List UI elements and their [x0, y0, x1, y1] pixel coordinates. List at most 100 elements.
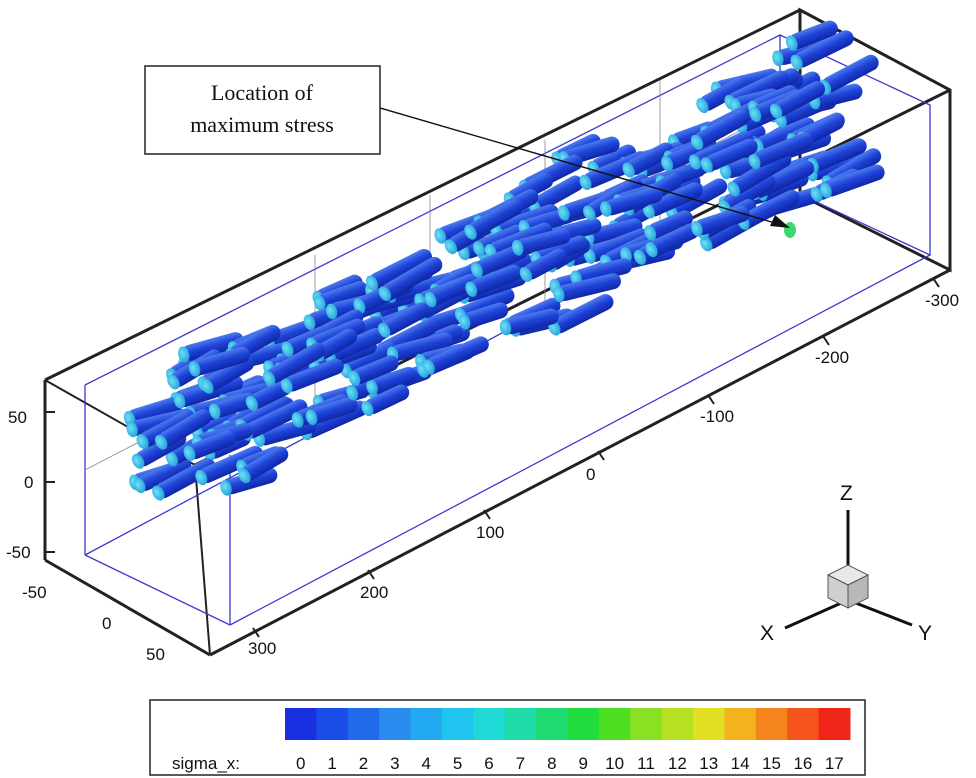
- x-tick-label: 300: [248, 639, 276, 658]
- x-tick-mark: [932, 277, 940, 288]
- triad-x-label: X: [760, 622, 774, 645]
- fiber-rod: [195, 445, 264, 486]
- fiber-rod: [422, 336, 489, 375]
- fiber-rod: [220, 467, 278, 496]
- callout-line-2: maximum stress: [190, 112, 334, 137]
- triad-cube-right: [847, 574, 869, 609]
- fiber-rod: [642, 182, 703, 219]
- callout-arrowhead-icon: [770, 215, 790, 228]
- fiber-rod: [366, 366, 417, 396]
- fiber-rod: [188, 346, 251, 377]
- fiber-rod: [727, 151, 792, 197]
- y-tick-labels: -50 0 50: [22, 583, 165, 664]
- x-tick-mark: [707, 394, 715, 405]
- legend-level-label: 14: [731, 754, 750, 773]
- fiber-rod: [769, 81, 826, 119]
- legend-swatch: [818, 708, 851, 740]
- fiber-rod: [280, 358, 344, 394]
- x-tick-mark: [252, 627, 260, 638]
- fiber-rod: [691, 206, 750, 237]
- legend-level-labels: 0 1 2 3 4 5 6 7 8 9 10 11 12 13 14 15 16 17: [296, 754, 844, 773]
- legend-swatch: [285, 708, 317, 740]
- fiber-rod: [133, 457, 192, 494]
- legend-swatch: [316, 708, 349, 740]
- fiber-rod: [136, 410, 195, 450]
- x-tick-mark: [822, 335, 830, 346]
- fiber-rod: [262, 342, 326, 386]
- legend-level-label: 13: [699, 754, 718, 773]
- bottom-edge: [209, 268, 951, 657]
- x-tick-labels: -300 -200 -100 0 100 200 300: [248, 291, 959, 658]
- fiber-rod: [152, 458, 216, 501]
- legend-level-label: 8: [547, 754, 556, 773]
- fiber-rod: [378, 256, 443, 302]
- color-legend: sigma_x: 0 1 2 3 4 5 6 7 8 9 10 11 12 13 14 15 16 17: [149, 699, 866, 776]
- legend-level-label: 10: [605, 754, 624, 773]
- legend-swatch: [755, 708, 788, 740]
- callout-box: [144, 65, 381, 155]
- triad-z-label: Z: [840, 482, 853, 505]
- legend-swatch: [504, 708, 537, 740]
- legend-level-label: 11: [637, 754, 655, 773]
- z-tick-label: 0: [24, 473, 33, 492]
- y-tick-label: 0: [102, 614, 111, 633]
- legend-variable-label: sigma_x:: [172, 754, 240, 773]
- top-edge: [44, 8, 801, 382]
- legend-swatch: [630, 708, 663, 740]
- fiber-rod: [424, 274, 479, 308]
- legend-swatch: [379, 708, 412, 740]
- fiber-rod: [553, 273, 621, 303]
- front-bottom-left: [44, 558, 211, 657]
- fiber-rod: [622, 142, 674, 178]
- legend-level-label: 17: [825, 754, 844, 773]
- rod-field: [123, 20, 885, 501]
- x-tick-label: 0: [586, 465, 595, 484]
- fiber-rod: [361, 384, 410, 417]
- fiber-rod: [700, 138, 758, 173]
- legend-swatch: [441, 708, 474, 740]
- triad-y-label: Y: [918, 622, 932, 645]
- legend-level-label: 5: [453, 754, 462, 773]
- x-tick-mark: [597, 450, 605, 461]
- fiber-rod: [201, 355, 254, 394]
- fiber-rod: [183, 430, 236, 461]
- legend-swatch: [661, 708, 694, 740]
- fiber-rod: [178, 332, 244, 363]
- x-tick-label: -300: [925, 291, 959, 310]
- fiber-rod: [511, 228, 571, 256]
- legend-swatch: [724, 708, 757, 740]
- callout-line-1: Location of: [211, 80, 314, 105]
- legend-level-label: 6: [484, 754, 493, 773]
- x-tick-label: 200: [360, 583, 388, 602]
- fiber-rod: [696, 76, 749, 114]
- x-tick-label: -200: [815, 348, 849, 367]
- fiber-rod: [305, 396, 358, 426]
- legend-swatch: [598, 708, 631, 740]
- z-tick-label: 50: [8, 408, 27, 427]
- front-left-vertical: [194, 464, 211, 656]
- legend-level-label: 16: [793, 754, 812, 773]
- fiber-rod: [748, 132, 814, 170]
- legend-level-label: 15: [762, 754, 781, 773]
- fiber-rod: [458, 302, 509, 330]
- fiber-rod: [785, 20, 838, 51]
- fiber-rod: [690, 109, 750, 150]
- legend-level-label: 7: [516, 754, 525, 773]
- x-tick-mark: [367, 569, 375, 580]
- legend-level-label: 2: [359, 754, 368, 773]
- fiber-rod: [820, 164, 885, 199]
- callout-arrow-line: [379, 107, 783, 226]
- fiber-rod: [238, 446, 289, 484]
- fiber-rod: [583, 228, 650, 264]
- fiber-rod: [465, 264, 522, 297]
- fiber-rod: [365, 248, 432, 291]
- legend-swatch: [693, 708, 725, 740]
- axis-triad: Z X Y: [760, 482, 932, 645]
- legend-level-label: 3: [390, 754, 399, 773]
- legend-swatch: [787, 708, 820, 740]
- z-tick-label: -50: [6, 543, 31, 562]
- fiber-rod: [790, 30, 854, 70]
- legend-level-label: 9: [578, 754, 587, 773]
- legend-swatch: [410, 708, 443, 740]
